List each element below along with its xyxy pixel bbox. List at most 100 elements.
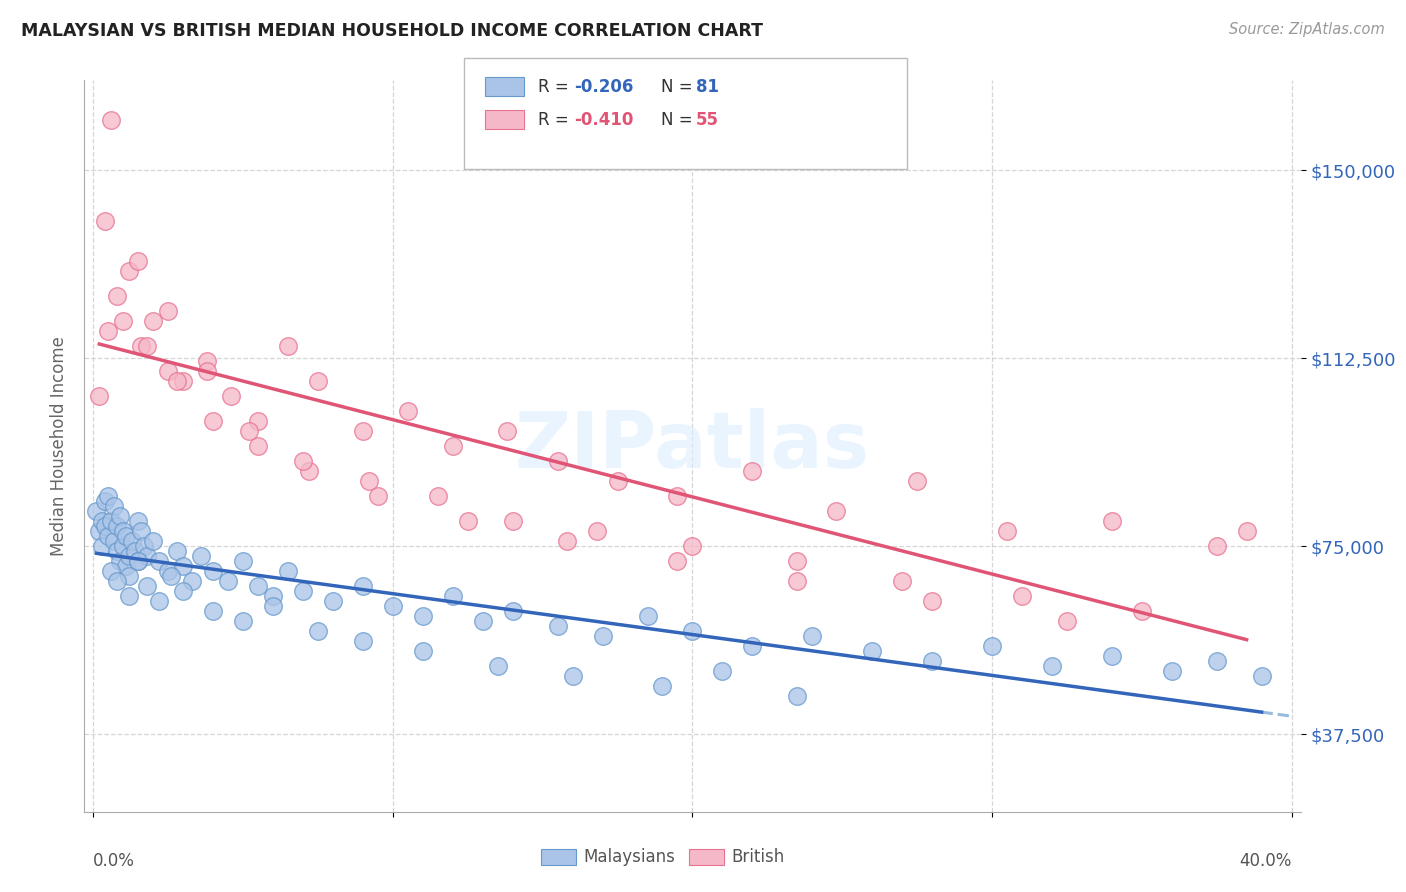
Point xyxy=(1160,665,1182,679)
Point xyxy=(292,454,315,468)
Point xyxy=(105,519,128,533)
Point xyxy=(115,559,138,574)
Point xyxy=(1011,589,1033,603)
Point xyxy=(367,489,389,503)
Point xyxy=(981,640,1004,654)
Point xyxy=(219,389,242,403)
Point xyxy=(148,554,170,568)
Point xyxy=(606,474,628,488)
Point xyxy=(238,424,260,438)
Point xyxy=(585,524,607,538)
Text: 0.0%: 0.0% xyxy=(93,852,135,870)
Point xyxy=(202,414,225,428)
Point xyxy=(1130,604,1153,618)
Point xyxy=(105,574,128,589)
Point xyxy=(136,579,159,593)
Point xyxy=(91,539,114,553)
Point xyxy=(190,549,212,564)
Point xyxy=(651,680,673,694)
Point xyxy=(97,324,120,338)
Point xyxy=(471,615,494,629)
Point xyxy=(157,364,180,378)
Point xyxy=(247,439,270,453)
Point xyxy=(94,494,117,508)
Point xyxy=(298,464,321,478)
Point xyxy=(426,489,449,503)
Point xyxy=(172,559,194,574)
Point xyxy=(110,554,132,568)
Point xyxy=(91,514,114,528)
Point xyxy=(202,604,225,618)
Point xyxy=(127,554,149,568)
Point xyxy=(142,534,165,549)
Point xyxy=(232,554,254,568)
Point xyxy=(160,569,183,583)
Point xyxy=(202,564,225,578)
Point xyxy=(441,439,464,453)
Point xyxy=(502,604,524,618)
Point xyxy=(166,544,188,558)
Point xyxy=(124,544,146,558)
Point xyxy=(105,544,128,558)
Point xyxy=(681,624,703,639)
Point xyxy=(441,589,464,603)
Point xyxy=(121,534,143,549)
Point xyxy=(129,524,152,538)
Point xyxy=(1205,539,1227,553)
Point xyxy=(860,644,883,658)
Text: British: British xyxy=(731,848,785,866)
Text: R =: R = xyxy=(538,111,575,128)
Point xyxy=(89,524,111,538)
Point xyxy=(118,263,141,277)
Text: -0.206: -0.206 xyxy=(574,78,633,95)
Point xyxy=(247,579,270,593)
Point xyxy=(486,659,509,673)
Point xyxy=(891,574,914,589)
Point xyxy=(786,574,808,589)
Point xyxy=(136,549,159,564)
Point xyxy=(547,619,569,633)
Point xyxy=(157,564,180,578)
Point xyxy=(502,514,524,528)
Text: ZIPatlas: ZIPatlas xyxy=(515,408,870,484)
Text: 40.0%: 40.0% xyxy=(1239,852,1292,870)
Point xyxy=(741,464,763,478)
Point xyxy=(129,339,152,353)
Point xyxy=(100,113,122,128)
Point xyxy=(195,364,218,378)
Text: Source: ZipAtlas.com: Source: ZipAtlas.com xyxy=(1229,22,1385,37)
Text: N =: N = xyxy=(661,78,697,95)
Point xyxy=(232,615,254,629)
Text: 55: 55 xyxy=(696,111,718,128)
Point xyxy=(592,629,614,643)
Point xyxy=(115,529,138,543)
Point xyxy=(905,474,928,488)
Point xyxy=(1250,669,1272,683)
Point xyxy=(89,389,111,403)
Point xyxy=(148,594,170,608)
Point xyxy=(307,374,329,388)
Point xyxy=(118,589,141,603)
Point xyxy=(412,644,434,658)
Text: R =: R = xyxy=(538,78,575,95)
Y-axis label: Median Household Income: Median Household Income xyxy=(49,336,67,556)
Point xyxy=(118,549,141,564)
Text: -0.410: -0.410 xyxy=(574,111,633,128)
Point xyxy=(100,514,122,528)
Point xyxy=(112,524,135,538)
Point xyxy=(666,489,689,503)
Point xyxy=(711,665,734,679)
Point xyxy=(666,554,689,568)
Point xyxy=(127,554,149,568)
Point xyxy=(637,609,659,624)
Point xyxy=(112,314,135,328)
Point xyxy=(786,690,808,704)
Point xyxy=(97,529,120,543)
Point xyxy=(381,599,404,614)
Point xyxy=(786,554,808,568)
Point xyxy=(357,474,380,488)
Point xyxy=(555,534,578,549)
Point xyxy=(157,303,180,318)
Point xyxy=(801,629,824,643)
Point xyxy=(1236,524,1258,538)
